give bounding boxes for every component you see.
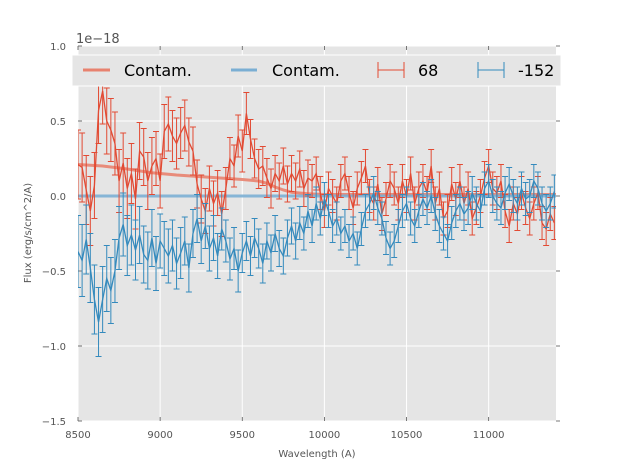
x-tick-label: 10500 [391, 430, 423, 441]
legend-label: -152 [518, 61, 554, 80]
x-tick-label: 8500 [65, 430, 90, 441]
legend-entry-red-contam: Contam. [83, 61, 192, 80]
x-axis-label: Wavelength (A) [278, 449, 355, 460]
y-tick-label: 1.0 [50, 42, 66, 53]
legend: Contam. Contam. 68 -152 [71, 54, 562, 87]
legend-entry-blue-contam: Contam. [231, 61, 340, 80]
y-tick-label: 0.5 [50, 117, 66, 128]
series--152 [78, 164, 556, 357]
axes-background [78, 46, 556, 421]
legend-label: Contam. [272, 61, 340, 80]
ticks: 8500 9000 9500 10000 10500 11000 −1.5 −1.0 −0.5 0… [42, 42, 560, 441]
y-tick-label: −1.0 [42, 342, 66, 353]
y-axis-label: Flux (erg/s/cm^2/A) [23, 183, 34, 283]
legend-label: 68 [418, 61, 438, 80]
x-tick-label: 9500 [230, 430, 255, 441]
legend-entry-minus-152: -152 [477, 61, 554, 80]
y-offset-text: 1e−18 [76, 32, 120, 47]
y-tick-label: −0.5 [42, 267, 66, 278]
x-tick-label: 9000 [147, 430, 172, 441]
legend-label: Contam. [124, 61, 192, 80]
y-tick-label: 0.0 [50, 192, 66, 203]
legend-entry-68: 68 [377, 61, 438, 80]
data-line [78, 179, 555, 323]
data-layer [78, 57, 556, 357]
x-tick-label: 11000 [473, 430, 505, 441]
data-line [78, 90, 555, 231]
y-tick-label: −1.5 [42, 417, 66, 428]
x-tick-label: 10000 [308, 430, 340, 441]
